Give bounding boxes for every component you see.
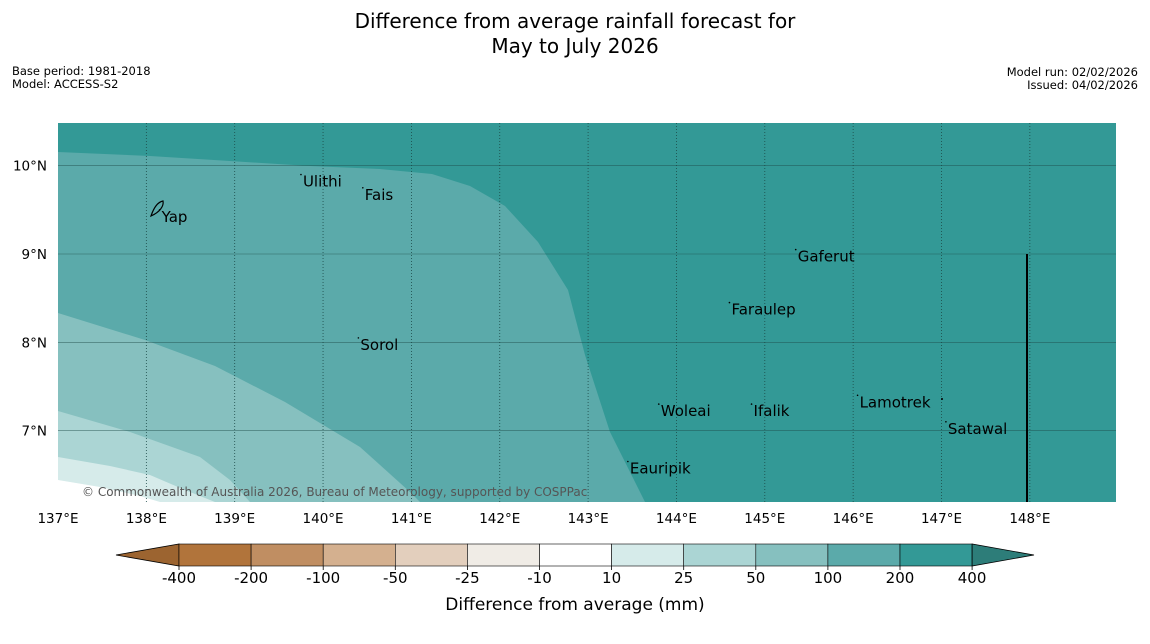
lat-tick-label: 8°N (22, 335, 47, 351)
colorbar-label: Difference from average (mm) (445, 595, 704, 615)
place-label: Satawal (948, 420, 1007, 438)
colorbar-extend-low (115, 543, 180, 567)
lon-tick-label: 138°E (126, 511, 167, 527)
rainfall-contours (58, 123, 1116, 502)
colorbar-segment (394, 543, 468, 567)
lon-tick-label: 148°E (1009, 511, 1050, 527)
lon-tick-label: 137°E (37, 511, 78, 527)
colorbar-tick-label: -10 (527, 569, 552, 587)
issued-date: Issued: 04/02/2026 (1027, 78, 1138, 92)
colorbar-extend-high (971, 543, 1035, 567)
lon-tick-label: 141°E (391, 511, 432, 527)
colorbar-tick-label: 25 (674, 569, 693, 587)
island-marker (657, 403, 660, 405)
place-labels: Ulithi Fais Yap Gaferut Faraulep Sorol Lamotre… (158, 173, 1007, 478)
longitude-ticks: 137°E 138°E 139°E 140°E 141°E 142°E 143°E 144°E… (37, 511, 1050, 527)
colorbar-tick-label: 200 (886, 569, 915, 587)
colorbar: -400 -200 -100 -50 -25 -10 10 25 50 100 200 400 (115, 543, 1035, 587)
place-label: Gaferut (798, 248, 855, 266)
graticule (58, 123, 1116, 502)
island-marker (300, 173, 302, 176)
colorbar-tick-label: 50 (746, 569, 765, 587)
colorbar-tick-label: -200 (234, 569, 268, 587)
map-title: Difference from average rainfall forecas… (0, 9, 1150, 59)
colorbar-segment (250, 543, 324, 567)
place-label: Faraulep (731, 301, 795, 319)
colorbar-tick-label: -400 (162, 569, 196, 587)
lat-tick-label: 7°N (22, 424, 47, 440)
lon-tick-label: 144°E (656, 511, 697, 527)
place-label: Fais (365, 186, 394, 204)
colorbar-tick-label: 400 (958, 569, 987, 587)
island-marker (357, 337, 360, 339)
colorbar-tick-label: -100 (306, 569, 340, 587)
place-label: Ulithi (303, 173, 342, 191)
colorbar-segment (827, 543, 901, 567)
base-period: Base period: 1981-2018 (12, 64, 151, 78)
model-run: Model run: 02/02/2026 (1006, 65, 1138, 79)
colorbar-segment (755, 543, 829, 567)
island-marker (158, 209, 161, 211)
island-marker (856, 394, 859, 397)
lon-tick-label: 139°E (214, 511, 255, 527)
lon-tick-label: 143°E (568, 511, 609, 527)
colorbar-tick-label: 10 (602, 569, 621, 587)
lon-tick-label: 145°E (744, 511, 785, 527)
colorbar-segment (322, 543, 396, 567)
colorbar-tick-label: -50 (383, 569, 408, 587)
lon-tick-label: 146°E (833, 511, 874, 527)
lon-tick-label: 140°E (303, 511, 344, 527)
latitude-ticks: 10°N 9°N 8°N 7°N (13, 159, 47, 440)
island-marker (794, 248, 797, 251)
island-marker (750, 403, 753, 405)
place-label: Eauripik (630, 460, 691, 478)
colorbar-segment (539, 543, 612, 567)
copyright-text: © Commonwealth of Australia 2026, Bureau… (82, 485, 587, 499)
model-name: Model: ACCESS-S2 (12, 77, 119, 91)
lon-tick-label: 147°E (921, 511, 962, 527)
band-neutral (58, 480, 160, 502)
island-marker (362, 186, 364, 189)
island-marker (941, 398, 943, 400)
lat-tick-label: 9°N (22, 247, 47, 263)
yap-island-outline (150, 200, 164, 218)
title-line-2: May to July 2026 (491, 34, 659, 58)
colorbar-segment (683, 543, 757, 567)
colorbar-segment (467, 543, 540, 567)
meta-right: Model run: 02/02/2026 Issued: 04/02/2026 (1007, 66, 1138, 92)
place-label: Lamotrek (860, 393, 931, 411)
lon-tick-label: 142°E (479, 511, 520, 527)
place-label: Woleai (661, 402, 711, 420)
island-marker (945, 420, 947, 423)
island-marker (728, 301, 731, 304)
place-label: Yap (161, 208, 188, 226)
place-label: Ifalik (754, 402, 790, 420)
lat-tick-label: 10°N (13, 159, 47, 175)
colorbar-segment (611, 543, 684, 567)
colorbar-segment (899, 543, 973, 567)
colorbar-tick-label: -25 (455, 569, 480, 587)
colorbar-segment (178, 543, 252, 567)
title-line-1: Difference from average rainfall forecas… (354, 9, 796, 33)
meta-left: Base period: 1981-2018 Model: ACCESS-S2 (12, 65, 151, 91)
place-label: Sorol (360, 336, 398, 354)
colorbar-tick-label: 100 (814, 569, 843, 587)
island-marker (627, 460, 629, 463)
